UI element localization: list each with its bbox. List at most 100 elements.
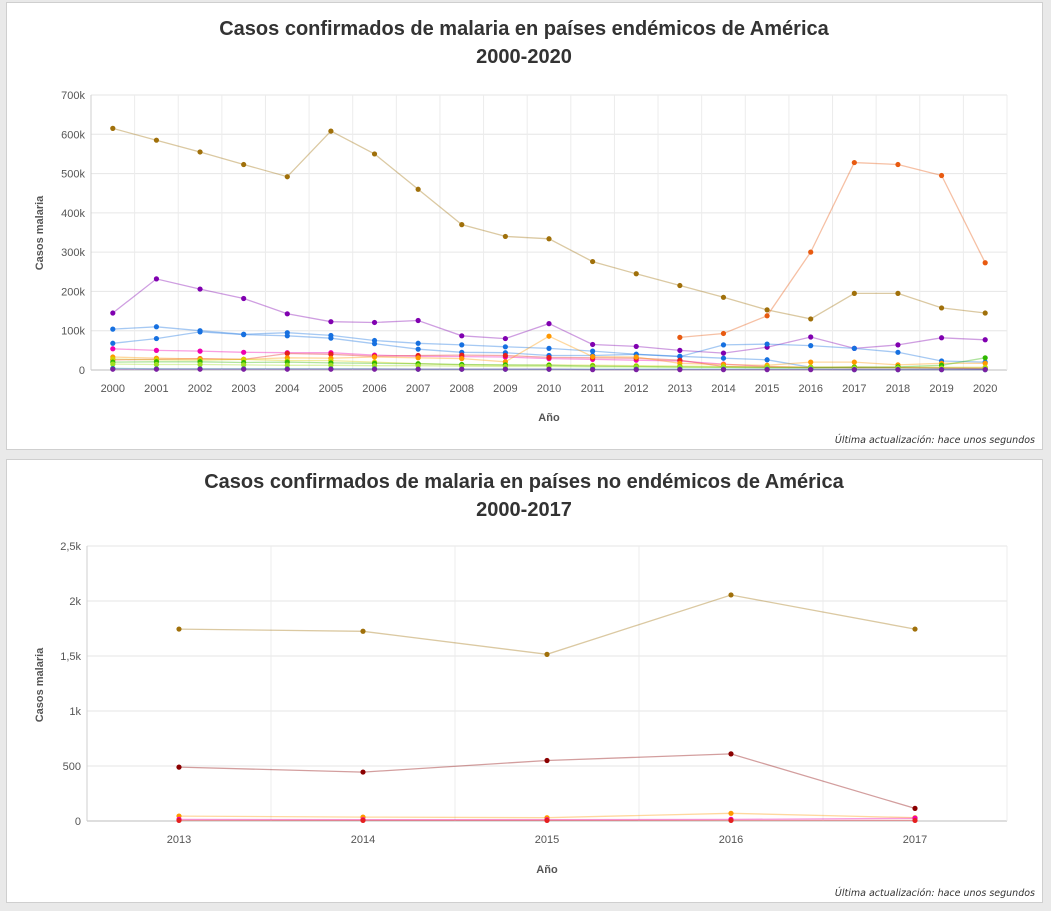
x-tick-label: 2014	[711, 383, 735, 395]
data-point	[546, 321, 552, 327]
data-point	[371, 319, 378, 326]
data-point	[459, 356, 465, 362]
data-point	[633, 367, 639, 373]
series-line	[112, 127, 986, 320]
data-point	[153, 347, 160, 353]
data-point	[110, 340, 116, 346]
data-point	[241, 366, 247, 372]
data-point	[360, 769, 366, 775]
data-point	[176, 817, 182, 824]
data-point	[328, 335, 334, 341]
x-tick-label: 2006	[362, 383, 386, 395]
data-point	[544, 757, 550, 764]
data-point	[851, 290, 857, 296]
data-point	[371, 354, 378, 360]
x-tick-label: 2015	[535, 834, 559, 846]
series-2	[176, 751, 918, 811]
data-point	[728, 810, 734, 816]
data-point	[371, 151, 378, 157]
data-point	[502, 233, 508, 240]
data-point	[764, 307, 770, 313]
x-tick-label: 2017	[903, 834, 927, 846]
data-point	[808, 367, 814, 373]
data-point	[371, 341, 378, 347]
data-point	[590, 341, 596, 348]
data-point	[808, 316, 814, 322]
chart-non-endemic: Casos confirmados de malaria en países n…	[34, 471, 1008, 876]
y-tick-label: 100k	[61, 326, 85, 338]
data-point	[720, 367, 727, 373]
series-1	[110, 125, 988, 322]
data-point	[590, 367, 596, 373]
data-point	[808, 249, 814, 255]
series-5	[176, 817, 918, 824]
data-point	[938, 335, 945, 341]
data-point	[546, 366, 552, 372]
chart-subtitle: 2000-2017	[476, 499, 572, 521]
data-point	[895, 161, 901, 168]
y-axis-label: Casos malaria	[34, 195, 46, 270]
data-point	[982, 337, 988, 343]
series-line	[178, 594, 916, 655]
data-point	[764, 341, 770, 347]
data-point	[176, 764, 182, 770]
series-line	[679, 161, 986, 339]
data-point	[197, 149, 203, 155]
data-point	[720, 350, 727, 356]
data-point	[328, 366, 334, 372]
data-point	[728, 751, 734, 757]
last-updated-note: Última actualización: hace unos segundos	[834, 888, 1035, 899]
y-tick-label: 200k	[61, 286, 85, 298]
series-line	[112, 278, 986, 354]
data-point	[197, 348, 203, 354]
data-point	[912, 817, 918, 824]
data-point	[982, 360, 988, 366]
series-3	[110, 276, 988, 356]
data-point	[502, 366, 508, 372]
data-point	[459, 342, 465, 348]
data-point	[241, 362, 247, 368]
chart-title: Casos confirmados de malaria en países n…	[204, 471, 844, 493]
y-tick-label: 2,5k	[60, 541, 81, 553]
data-point	[764, 313, 770, 319]
data-point	[938, 367, 945, 373]
x-tick-label: 2014	[351, 834, 375, 846]
data-point	[590, 348, 596, 354]
x-tick-label: 2015	[755, 383, 779, 395]
data-point	[544, 817, 550, 824]
data-point	[546, 236, 552, 242]
data-point	[677, 334, 683, 340]
data-point	[633, 354, 639, 360]
data-point	[415, 346, 421, 352]
y-tick-label: 2k	[69, 596, 81, 608]
x-axis-label: Año	[536, 864, 558, 876]
data-point	[912, 626, 918, 632]
x-axis-label: Año	[538, 412, 560, 424]
x-tick-label: 2009	[493, 383, 517, 395]
data-point	[895, 290, 901, 296]
data-point	[728, 817, 734, 824]
data-point	[459, 333, 465, 339]
data-point	[284, 174, 290, 180]
series-1	[176, 592, 918, 657]
data-point	[895, 367, 901, 373]
data-point	[415, 186, 421, 192]
data-point	[546, 354, 552, 361]
data-point	[720, 294, 727, 300]
data-point	[110, 361, 116, 367]
data-point	[328, 128, 334, 134]
data-point	[912, 805, 918, 811]
data-point	[110, 326, 116, 332]
chart-endemic: Casos confirmados de malaria en países e…	[34, 18, 1008, 424]
data-point	[633, 343, 639, 350]
y-tick-label: 500	[63, 761, 81, 773]
data-point	[851, 367, 857, 373]
data-point	[110, 366, 116, 372]
data-point	[982, 355, 988, 361]
data-point	[895, 349, 901, 355]
data-point	[415, 317, 421, 324]
data-point	[895, 342, 901, 348]
x-tick-label: 2019	[929, 383, 953, 395]
data-point	[197, 286, 203, 292]
data-point	[720, 342, 727, 348]
